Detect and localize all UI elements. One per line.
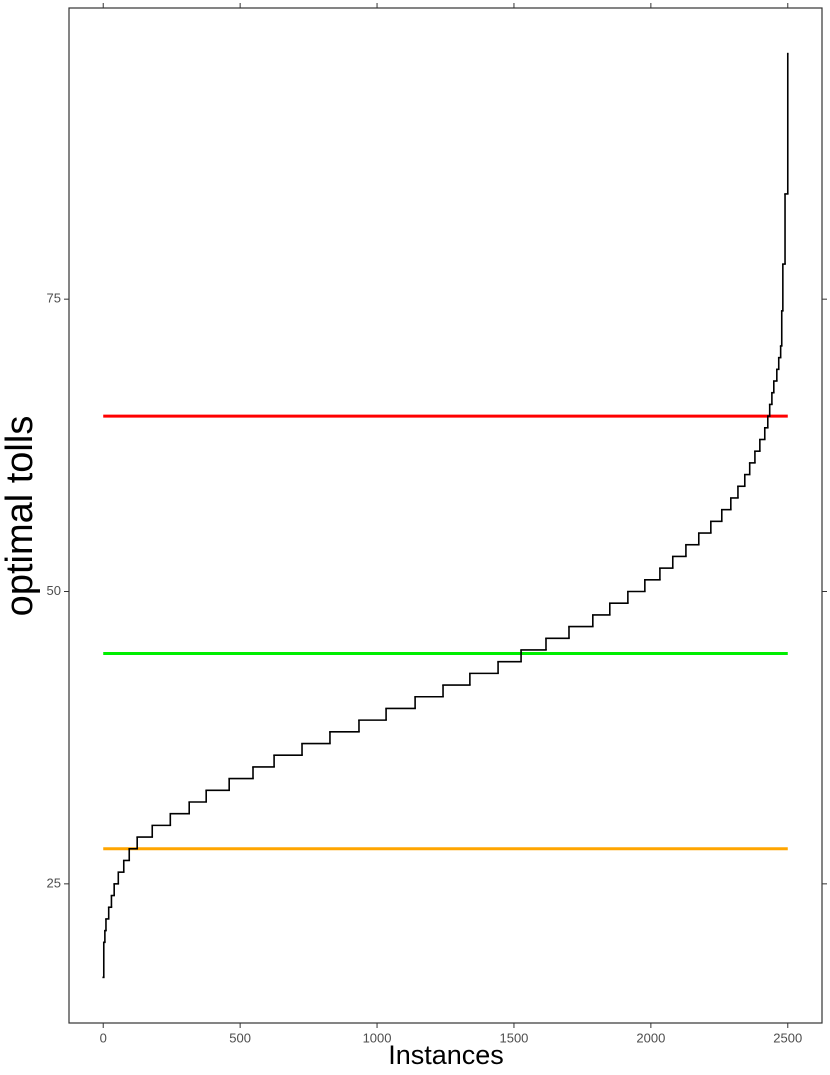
panel-border bbox=[68, 7, 823, 1024]
x-tick-label: 1000 bbox=[363, 1030, 392, 1045]
x-tick-label: 1500 bbox=[499, 1030, 528, 1045]
y-tick-label: 75 bbox=[47, 291, 61, 306]
x-axis-title: Instances bbox=[388, 1040, 504, 1070]
y-axis-title: optimal tolls bbox=[0, 416, 41, 617]
y-tick-label: 50 bbox=[47, 583, 61, 598]
y-tick-label: 25 bbox=[47, 875, 61, 890]
x-tick-label: 2000 bbox=[636, 1030, 665, 1045]
x-tick-label: 500 bbox=[229, 1030, 251, 1045]
x-tick-label: 0 bbox=[100, 1030, 107, 1045]
x-tick-label: 2500 bbox=[773, 1030, 802, 1045]
